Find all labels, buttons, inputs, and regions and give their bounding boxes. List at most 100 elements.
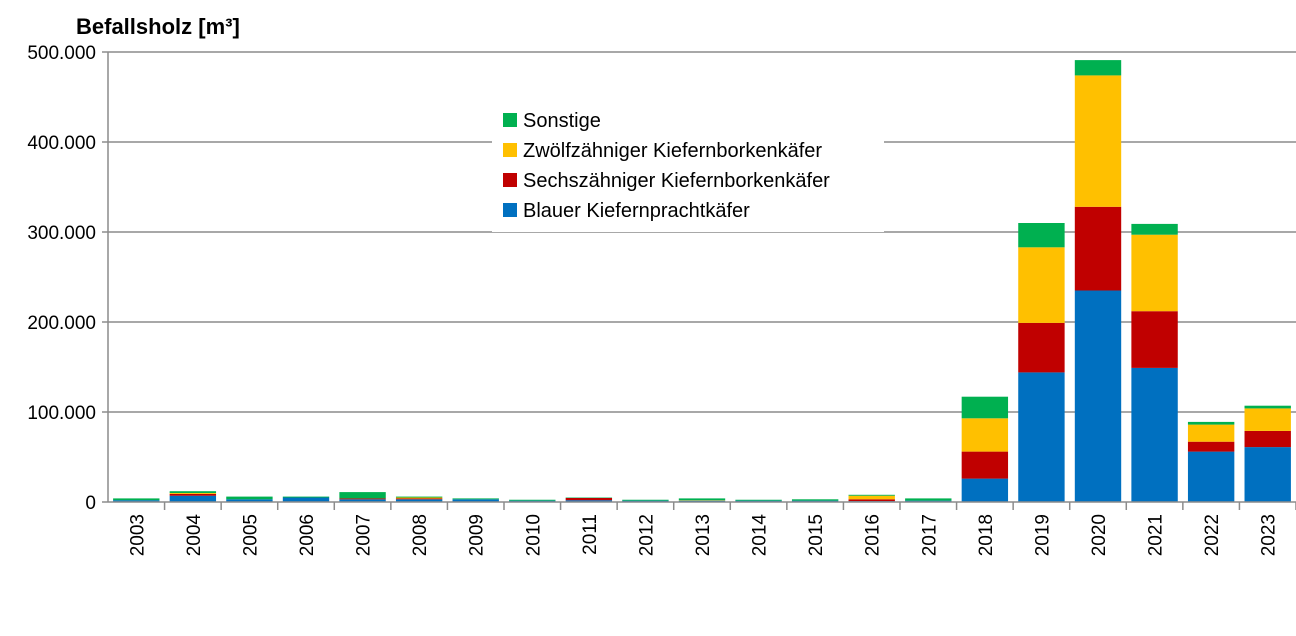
x-tick-labels: 2003 2004 2005 2006 2007 2008 2009 2010 2011 2012… bbox=[127, 514, 1279, 557]
bar-2016-series-3 bbox=[848, 494, 895, 496]
x-tick-label: 2006 bbox=[297, 514, 318, 556]
bar-stack-2005 bbox=[226, 496, 273, 502]
x-tick-label: 2012 bbox=[636, 514, 657, 556]
y-tick-labels: 0 100.000 200.000 300.000 400.000 500.000 bbox=[27, 43, 96, 514]
bar-2007-series-1 bbox=[339, 498, 386, 500]
bar-2023-series-1 bbox=[1244, 430, 1291, 448]
bar-2005-series-3 bbox=[226, 496, 273, 500]
bar-2016-series-1 bbox=[848, 499, 895, 502]
bar-2018-series-2 bbox=[961, 418, 1009, 452]
y-axis-title: Befallsholz [m³] bbox=[76, 14, 240, 39]
bar-2009-series-3 bbox=[452, 498, 499, 500]
y-tick-label: 0 bbox=[85, 493, 96, 514]
bar-stack-2009 bbox=[452, 498, 499, 502]
x-tick-label: 2022 bbox=[1202, 514, 1223, 556]
y-tick-label: 300.000 bbox=[27, 223, 96, 244]
bar-2021-series-2 bbox=[1131, 234, 1178, 312]
bar-2022-series-0 bbox=[1187, 451, 1235, 502]
x-tick-label: 2023 bbox=[1259, 514, 1280, 556]
bar-2018-series-3 bbox=[961, 396, 1009, 419]
x-tick-label: 2005 bbox=[240, 514, 261, 556]
bar-stack-2003 bbox=[113, 498, 160, 502]
bar-2019-series-2 bbox=[1018, 247, 1065, 323]
bar-stack-2011 bbox=[565, 497, 613, 502]
bar-2007-series-0 bbox=[339, 499, 386, 502]
bar-stack-2016 bbox=[848, 494, 895, 502]
axes bbox=[107, 52, 1296, 503]
bar-2013-series-3 bbox=[678, 498, 726, 501]
bar-stack-2023 bbox=[1244, 405, 1291, 502]
bar-2008-series-0 bbox=[395, 499, 443, 502]
x-tick-label: 2021 bbox=[1146, 514, 1167, 556]
bar-stack-2019 bbox=[1018, 223, 1065, 502]
bar-2016-series-2 bbox=[848, 495, 895, 500]
x-tick-label: 2008 bbox=[410, 514, 431, 556]
y-tick-label: 100.000 bbox=[27, 403, 96, 424]
legend-swatch bbox=[503, 113, 517, 127]
bar-2022-series-3 bbox=[1187, 421, 1235, 425]
x-tick-label: 2014 bbox=[750, 514, 771, 557]
bar-2010-series-3 bbox=[509, 499, 556, 501]
bar-2007-series-3 bbox=[339, 492, 386, 499]
bar-2003-series-0 bbox=[113, 500, 160, 502]
x-tick-label: 2003 bbox=[127, 514, 148, 556]
bar-2015-series-3 bbox=[791, 499, 839, 501]
bar-stack-2021 bbox=[1131, 223, 1178, 502]
bar-2004-series-2 bbox=[169, 493, 217, 494]
legend-swatch bbox=[503, 203, 517, 217]
x-tick-label: 2019 bbox=[1032, 514, 1053, 556]
legend-entry: Blauer Kiefernprachtkäfer bbox=[523, 200, 750, 222]
legend: Sonstige Zwölfzähniger Kiefernborkenkäfer… bbox=[492, 104, 884, 232]
bar-2018-series-1 bbox=[961, 451, 1009, 479]
bar-2020-series-1 bbox=[1074, 206, 1122, 291]
bar-2004-series-3 bbox=[169, 491, 217, 493]
bar-2006-series-3 bbox=[282, 496, 330, 498]
bar-stack-2022 bbox=[1187, 421, 1235, 502]
bar-2006-series-0 bbox=[282, 497, 330, 502]
bar-2009-series-0 bbox=[452, 499, 499, 502]
legend-swatch bbox=[503, 143, 517, 157]
x-tick-label: 2007 bbox=[354, 514, 375, 556]
x-tick-label: 2004 bbox=[184, 514, 205, 557]
x-tick-label: 2010 bbox=[523, 514, 544, 556]
x-tick-label: 2015 bbox=[806, 514, 827, 556]
y-tick-label: 200.000 bbox=[27, 313, 96, 334]
bar-2014-series-3 bbox=[735, 499, 782, 501]
bar-2012-series-3 bbox=[622, 499, 669, 501]
bar-stack-2020 bbox=[1074, 60, 1122, 502]
bar-2019-series-1 bbox=[1018, 322, 1065, 373]
bar-2020-series-3 bbox=[1074, 60, 1122, 76]
x-tick-label: 2018 bbox=[976, 514, 997, 556]
x-tick-label: 2009 bbox=[467, 514, 488, 556]
bar-stack-2018 bbox=[961, 396, 1009, 502]
x-tick-label: 2020 bbox=[1089, 514, 1110, 556]
bar-2004-series-1 bbox=[169, 493, 217, 496]
x-tick-label: 2013 bbox=[693, 514, 714, 556]
bar-2023-series-2 bbox=[1244, 408, 1291, 431]
x-tick-label: 2017 bbox=[919, 514, 940, 556]
bar-2005-series-0 bbox=[226, 499, 273, 502]
bar-2004-series-0 bbox=[169, 495, 217, 502]
bar-2018-series-0 bbox=[961, 478, 1009, 502]
bar-2020-series-0 bbox=[1074, 290, 1122, 502]
bars bbox=[113, 60, 1291, 502]
y-tick-label: 400.000 bbox=[27, 133, 96, 154]
legend-background bbox=[492, 104, 884, 232]
bar-2011-series-0 bbox=[565, 500, 613, 502]
bar-2003-series-3 bbox=[113, 498, 160, 501]
legend-entry: Sechszähniger Kiefernborkenkäfer bbox=[523, 170, 830, 192]
bar-stack-2004 bbox=[169, 491, 217, 502]
bar-stack-2006 bbox=[282, 496, 330, 502]
bar-2022-series-1 bbox=[1187, 441, 1235, 452]
bar-2023-series-3 bbox=[1244, 405, 1291, 409]
x-tick-label: 2016 bbox=[863, 514, 884, 556]
bar-2022-series-2 bbox=[1187, 424, 1235, 442]
bar-2011-series-1 bbox=[565, 497, 613, 501]
bar-2019-series-3 bbox=[1018, 223, 1065, 248]
bar-stack-2007 bbox=[339, 492, 386, 502]
bar-2017-series-3 bbox=[905, 498, 952, 501]
x-tick-label: 2011 bbox=[580, 514, 601, 555]
bar-2008-series-1 bbox=[395, 498, 443, 500]
bar-2021-series-0 bbox=[1131, 367, 1178, 502]
